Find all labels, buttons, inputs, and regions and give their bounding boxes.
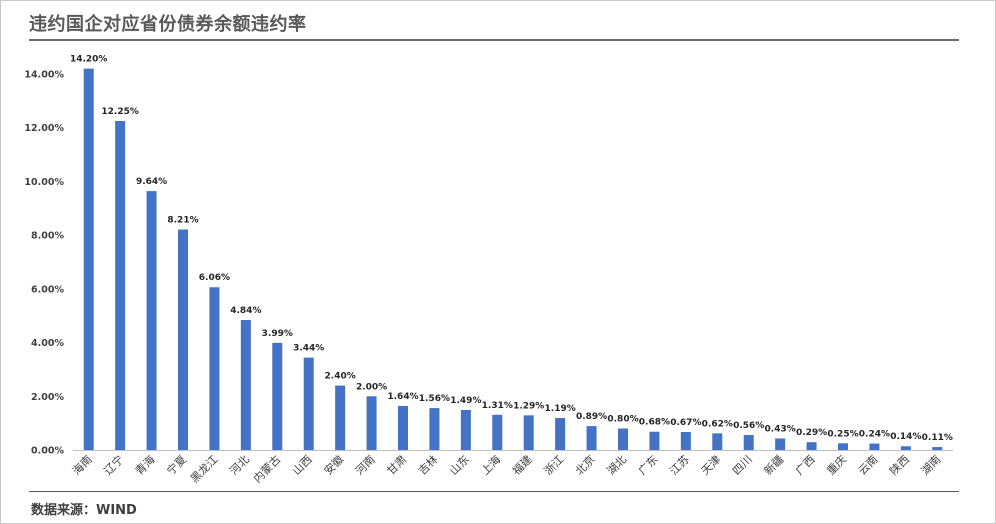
data-label: 1.49% bbox=[450, 396, 481, 406]
bar-黑龙江 bbox=[209, 287, 220, 450]
category-label: 江苏 bbox=[667, 453, 692, 478]
bar-湖北 bbox=[618, 428, 628, 450]
title-divider bbox=[29, 39, 959, 41]
bar-云南 bbox=[869, 443, 880, 450]
category-label: 宁夏 bbox=[164, 452, 189, 477]
category-label: 福建 bbox=[509, 452, 534, 477]
data-label: 0.67% bbox=[670, 418, 701, 428]
category-label: 山西 bbox=[290, 453, 315, 478]
data-label: 1.31% bbox=[482, 401, 513, 411]
category-label: 海南 bbox=[69, 452, 94, 477]
category-label: 云南 bbox=[856, 453, 881, 478]
footer-divider bbox=[29, 491, 959, 492]
data-label: 1.29% bbox=[513, 401, 544, 411]
category-label: 新疆 bbox=[761, 452, 786, 477]
bar-河北 bbox=[240, 320, 251, 450]
category-label: 湖南 bbox=[919, 453, 944, 478]
category-label: 河北 bbox=[227, 453, 252, 478]
category-label: 黑龙江 bbox=[188, 453, 221, 486]
y-tick-label: 0.00% bbox=[31, 446, 64, 457]
bar-内蒙古 bbox=[272, 342, 283, 450]
bar-广西 bbox=[806, 442, 817, 450]
y-tick-label: 8.00% bbox=[31, 231, 64, 242]
y-tick-label: 6.00% bbox=[31, 284, 64, 295]
bar-山东 bbox=[460, 409, 471, 450]
category-label: 广西 bbox=[793, 453, 818, 478]
category-label: 天津 bbox=[699, 453, 724, 478]
data-label: 0.29% bbox=[796, 428, 827, 438]
y-tick-label: 10.00% bbox=[24, 177, 64, 188]
data-label: 0.11% bbox=[922, 433, 953, 443]
y-tick-label: 14.00% bbox=[24, 70, 64, 81]
data-label: 0.80% bbox=[607, 415, 638, 425]
data-label: 1.56% bbox=[419, 394, 450, 404]
category-label: 辽宁 bbox=[101, 452, 126, 477]
bar-山西 bbox=[303, 357, 314, 450]
category-label: 浙江 bbox=[542, 453, 567, 478]
bar-新疆 bbox=[775, 438, 786, 450]
bar-辽宁 bbox=[115, 121, 126, 450]
category-label: 上海 bbox=[478, 452, 503, 477]
bar-河南 bbox=[366, 396, 377, 450]
category-label: 湖北 bbox=[604, 453, 629, 478]
data-label: 0.14% bbox=[890, 432, 921, 442]
category-label: 四川 bbox=[730, 453, 755, 478]
data-label: 0.62% bbox=[702, 419, 733, 429]
bar-四川 bbox=[743, 434, 754, 450]
category-label: 山东 bbox=[447, 453, 472, 478]
category-label: 甘肃 bbox=[384, 453, 409, 478]
data-label: 0.24% bbox=[859, 430, 890, 440]
data-label: 3.44% bbox=[293, 344, 324, 354]
bar-青海 bbox=[146, 191, 157, 450]
data-label: 2.00% bbox=[356, 382, 387, 392]
y-tick-label: 2.00% bbox=[31, 392, 64, 403]
bar-湖南 bbox=[932, 447, 943, 450]
category-label: 北京 bbox=[572, 452, 597, 477]
bar-重庆 bbox=[838, 443, 848, 450]
bar-宁夏 bbox=[178, 229, 188, 450]
data-label: 4.84% bbox=[230, 306, 261, 316]
bar-陕西 bbox=[900, 446, 911, 450]
data-label: 2.40% bbox=[325, 372, 356, 382]
category-label: 青海 bbox=[132, 452, 157, 477]
category-label: 安徽 bbox=[321, 452, 346, 477]
bar-天津 bbox=[712, 433, 723, 450]
category-label: 内蒙古 bbox=[250, 452, 283, 485]
data-label: 0.89% bbox=[576, 412, 607, 422]
data-label: 12.25% bbox=[101, 107, 139, 117]
data-label: 1.19% bbox=[545, 404, 576, 414]
data-label: 1.64% bbox=[387, 392, 418, 402]
bar-江苏 bbox=[680, 432, 691, 450]
bar-上海 bbox=[492, 414, 503, 450]
y-tick-label: 12.00% bbox=[24, 123, 64, 134]
data-label: 6.06% bbox=[199, 273, 230, 283]
bar-吉林 bbox=[429, 408, 440, 450]
bar-广东 bbox=[649, 431, 660, 450]
data-label: 0.25% bbox=[827, 429, 858, 439]
category-label: 重庆 bbox=[824, 452, 849, 477]
category-label: 吉林 bbox=[415, 452, 440, 477]
bar-安徽 bbox=[335, 385, 346, 450]
y-tick-label: 4.00% bbox=[31, 338, 64, 349]
data-label: 0.68% bbox=[639, 418, 670, 428]
bar-浙江 bbox=[555, 418, 566, 450]
bar-海南 bbox=[83, 68, 94, 450]
data-label: 3.99% bbox=[262, 329, 293, 339]
data-label: 0.43% bbox=[765, 424, 796, 434]
data-label: 14.20% bbox=[70, 55, 108, 65]
source-note: 数据来源：WIND bbox=[31, 503, 137, 518]
category-label: 广东 bbox=[636, 453, 661, 478]
data-label: 8.21% bbox=[167, 216, 198, 226]
bar-福建 bbox=[523, 415, 534, 450]
bar-北京 bbox=[586, 426, 597, 450]
data-label: 0.56% bbox=[733, 421, 764, 431]
category-label: 陕西 bbox=[887, 452, 912, 477]
bar-甘肃 bbox=[398, 405, 408, 450]
data-label: 9.64% bbox=[136, 177, 167, 187]
chart-title: 违约国企对应省份债券余额违约率 bbox=[29, 14, 307, 35]
category-label: 河南 bbox=[353, 453, 378, 478]
